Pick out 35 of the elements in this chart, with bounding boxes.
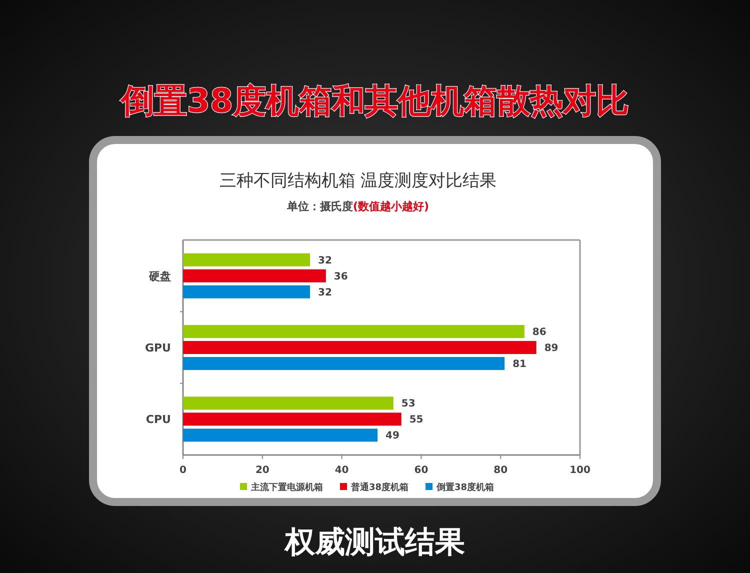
data-label: 81 [512, 359, 527, 370]
x-tick-label: 0 [180, 465, 187, 476]
legend-label: 普通38度机箱 [350, 481, 409, 493]
bar [183, 412, 402, 426]
text: (数值越小越好) [352, 200, 430, 213]
x-tick-label: 100 [570, 465, 590, 476]
text: 单位：摄氏度 [286, 200, 353, 213]
bar [183, 357, 505, 370]
y-tick-label: GPU [144, 342, 171, 354]
x-tick-label: 60 [414, 465, 428, 476]
x-tick-label: 80 [494, 465, 508, 476]
legend-label: 主流下置电源机箱 [250, 482, 323, 493]
bar [183, 341, 536, 354]
data-label: 86 [532, 327, 546, 338]
data-label: 89 [544, 343, 558, 354]
data-label: 53 [401, 398, 416, 410]
bar [183, 253, 310, 266]
bar [183, 269, 326, 282]
y-tick-label: CPU [146, 413, 171, 426]
bar [183, 428, 378, 442]
data-label: 32 [318, 287, 332, 298]
data-label: 36 [334, 271, 348, 282]
chart-title: 倒置38度机箱和其他机箱散热对比 [120, 81, 629, 120]
x-tick-label: 20 [255, 465, 270, 476]
data-label: 55 [409, 414, 424, 426]
legend-label: 倒置38度机箱 [436, 482, 494, 493]
bar [183, 285, 310, 298]
text: 权威测试结果 [283, 525, 465, 560]
bar [183, 325, 524, 338]
data-label: 49 [386, 430, 400, 442]
chart-subtitle: 三种不同结构机箱 温度测度对比结果 [219, 171, 497, 191]
x-tick-label: 40 [334, 465, 349, 476]
data-label: 32 [318, 255, 332, 266]
y-tick-label: 硬盘 [148, 270, 171, 283]
bar [183, 396, 394, 410]
